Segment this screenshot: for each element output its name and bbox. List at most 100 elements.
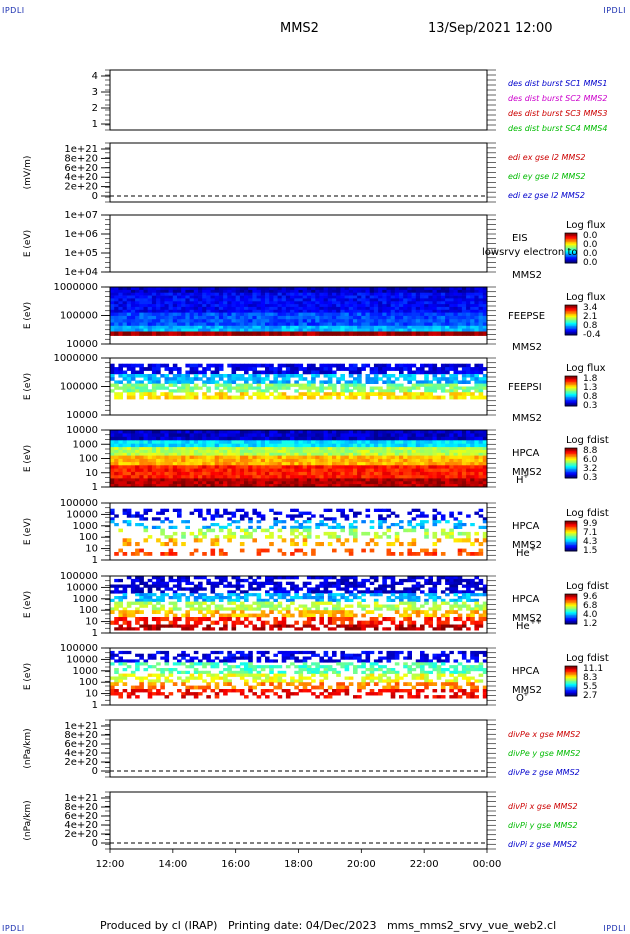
spectrogram-cell — [324, 453, 329, 456]
spectrogram-cell — [428, 462, 433, 466]
spectrogram-cell — [278, 307, 283, 310]
spectrogram-cell — [315, 456, 320, 460]
spectrogram-cell — [114, 478, 119, 481]
spectrogram-cell — [131, 367, 136, 371]
spectrogram-cell — [261, 444, 266, 448]
spectrogram-cell — [160, 552, 165, 556]
spectrogram-cell — [131, 590, 136, 593]
spectrogram-cell — [269, 465, 274, 469]
spectrogram-cell — [114, 380, 119, 384]
spectrogram-cell — [219, 293, 224, 296]
spectrogram-cell — [315, 290, 320, 293]
spectrogram-cell — [366, 377, 371, 381]
spectrogram-cell — [223, 313, 228, 317]
spectrogram-cell — [336, 509, 341, 512]
spectrogram-cell — [286, 364, 291, 368]
spectrogram-cell — [428, 437, 433, 441]
spectrogram-cell — [148, 535, 153, 539]
spectrogram-cell — [282, 304, 287, 307]
spectrogram-cell — [265, 319, 270, 323]
spectrogram-cell — [144, 377, 149, 381]
spectrogram-cell — [458, 520, 463, 523]
spectrogram-cell — [211, 293, 216, 296]
spectrogram-cell — [311, 307, 316, 310]
spectrogram-cell — [173, 472, 178, 476]
spectrogram-cell — [144, 332, 149, 336]
spectrogram-cell — [424, 450, 429, 453]
spectrogram-cell — [257, 456, 262, 460]
spectrogram-cell — [294, 469, 299, 473]
spectrogram-cell — [110, 462, 115, 466]
spectrogram-cell — [445, 364, 450, 368]
spectrogram-cell — [173, 453, 178, 456]
spectrogram-cell — [441, 456, 446, 460]
spectrogram-cell — [395, 301, 400, 304]
spectrogram-cell — [160, 444, 165, 448]
spectrogram-cell — [190, 475, 195, 479]
spectrogram-cell — [441, 517, 446, 520]
spectrogram-cell — [248, 323, 253, 327]
spectrogram-cell — [257, 447, 262, 450]
spectrogram-cell — [169, 307, 174, 310]
spectrogram-cell — [173, 478, 178, 481]
spectrogram-cell — [424, 319, 429, 323]
spectrogram-cell — [127, 310, 132, 313]
spectrogram-cell — [462, 374, 467, 378]
spectrogram-cell — [466, 374, 471, 378]
spectrogram-cell — [479, 298, 484, 301]
spectrogram-cell — [215, 453, 220, 456]
spectrogram-cell — [324, 298, 329, 301]
spectrogram-cell — [466, 465, 471, 469]
spectrogram-cell — [148, 319, 153, 323]
spectrogram-cell — [378, 310, 383, 313]
spectrogram-cell — [324, 517, 329, 520]
spectrogram-cell — [357, 459, 362, 463]
spectrogram-cell — [294, 316, 299, 320]
spectrogram-cell — [211, 377, 216, 381]
spectrogram-cell — [194, 535, 199, 539]
spectrogram-cell — [462, 316, 467, 320]
spectrogram-cell — [123, 440, 128, 444]
spectrogram-cell — [357, 310, 362, 313]
y-tick-label: 10000 — [66, 509, 98, 520]
spectrogram-cell — [135, 301, 140, 304]
spectrogram-cell — [449, 290, 454, 293]
spectrogram-cell — [378, 323, 383, 327]
spectrogram-cell — [370, 465, 375, 469]
spectrogram-cell — [332, 332, 337, 336]
spectrogram-cell — [357, 453, 362, 456]
spectrogram-cell — [454, 453, 459, 456]
spectrogram-cell — [470, 433, 475, 437]
spectrogram-cell — [387, 304, 392, 307]
spectrogram-cell — [227, 296, 232, 299]
spectrogram-cell — [202, 307, 207, 310]
spectrogram-cell — [445, 430, 450, 434]
spectrogram-cell — [387, 535, 392, 539]
spectrogram-cell — [315, 447, 320, 450]
spectrogram-cell — [173, 447, 178, 450]
spectrogram-cell — [206, 310, 211, 313]
spectrogram-cell — [240, 367, 245, 371]
spectrogram-cell — [148, 329, 153, 332]
spectrogram-cell — [445, 465, 450, 469]
spectrogram-cell — [181, 465, 186, 469]
spectrogram-cell — [345, 514, 350, 517]
spectrogram-cell — [127, 475, 132, 479]
spectrogram-cell — [420, 296, 425, 299]
spectrogram-cell — [387, 313, 392, 317]
spectrogram-cell — [470, 453, 475, 456]
spectrogram-cell — [177, 323, 182, 327]
spectrogram-cell — [248, 313, 253, 317]
spectrogram-cell — [278, 433, 283, 437]
spectrogram-cell — [399, 456, 404, 460]
spectrogram-cell — [391, 313, 396, 317]
spectrogram-cell — [474, 478, 479, 481]
spectrogram-cell — [361, 433, 366, 437]
spectrogram-cell — [399, 332, 404, 336]
spectrogram-cell — [303, 430, 308, 434]
spectrogram-cell — [236, 526, 241, 529]
spectrogram-cell — [269, 293, 274, 296]
spectrogram-cell — [282, 459, 287, 463]
spectrogram-cell — [458, 512, 463, 515]
spectrogram-cell — [257, 316, 262, 320]
